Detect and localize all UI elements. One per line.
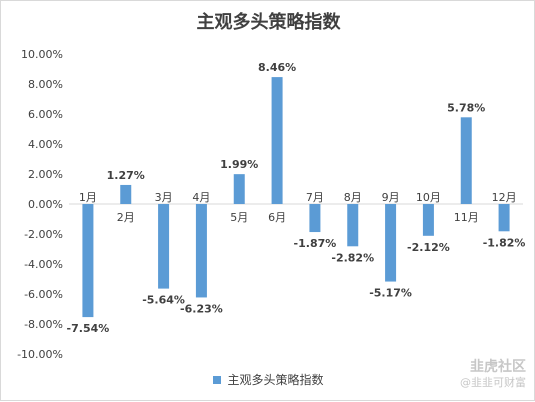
data-label: 1.27% — [107, 169, 145, 182]
x-tick-label: 6月 — [268, 211, 286, 224]
bar — [82, 204, 94, 318]
data-label: -2.12% — [407, 241, 450, 254]
y-tick-label: 0.00% — [28, 198, 63, 211]
y-tick-label: -8.00% — [24, 318, 63, 331]
x-tick-label: 9月 — [382, 191, 400, 204]
y-tick-label: 2.00% — [28, 168, 63, 181]
x-tick-label: 7月 — [306, 191, 324, 204]
bar — [422, 204, 434, 236]
watermark-logo-text: 韭虎社区 — [470, 359, 526, 375]
y-tick-label: 10.00% — [21, 48, 63, 61]
y-tick-label: 6.00% — [28, 108, 63, 121]
bar — [347, 204, 359, 247]
data-label: -1.82% — [483, 236, 526, 249]
x-tick-label: 8月 — [344, 191, 362, 204]
x-tick-label: 3月 — [155, 191, 173, 204]
data-label: -6.23% — [180, 302, 223, 315]
data-label: -2.82% — [331, 251, 374, 264]
watermark: 韭虎社区 @韭韭可财富 — [442, 359, 526, 395]
y-tick-label: -4.00% — [24, 258, 63, 271]
bar — [309, 204, 321, 233]
data-label: -1.87% — [294, 237, 337, 250]
watermark-handle: @韭韭可财富 — [460, 376, 526, 389]
bar — [158, 204, 170, 289]
bar — [195, 204, 207, 298]
chart-title: 主观多头策略指数 — [196, 12, 341, 33]
x-tick-label: 1月 — [79, 191, 97, 204]
bar — [460, 117, 472, 204]
x-tick-label: 12月 — [492, 191, 517, 204]
x-tick-label: 10月 — [416, 191, 441, 204]
legend: 主观多头策略指数 — [1, 371, 535, 388]
y-tick-label: -6.00% — [24, 288, 63, 301]
y-tick-label: -10.00% — [17, 348, 63, 361]
y-axis: 10.00% 8.00% 6.00% 4.00% 2.00% 0.00% -2.00% -4.… — [17, 48, 523, 361]
data-label: -7.54% — [67, 322, 110, 335]
data-label: -5.64% — [142, 294, 185, 307]
data-label: 1.99% — [220, 158, 258, 171]
data-label: -5.17% — [369, 287, 412, 300]
bar — [120, 184, 132, 204]
bar — [498, 204, 510, 232]
y-tick-label: 8.00% — [28, 78, 63, 91]
bar — [385, 204, 397, 282]
bar — [271, 77, 283, 204]
data-label: 5.78% — [447, 101, 485, 114]
bar — [233, 174, 245, 204]
x-tick-label: 11月 — [454, 211, 479, 224]
bars — [82, 77, 510, 318]
data-label: 8.46% — [258, 61, 296, 74]
y-tick-label: 4.00% — [28, 138, 63, 151]
x-tick-label: 4月 — [192, 191, 210, 204]
legend-label: 主观多头策略指数 — [227, 373, 324, 387]
x-tick-label: 5月 — [230, 211, 248, 224]
y-tick-label: -2.00% — [24, 228, 63, 241]
data-labels: 1月 -7.54% 2月 1.27% 3月 -5.64% 4月 -6.23% 5月 1.99% 6月… — [67, 61, 526, 335]
legend-swatch — [213, 375, 222, 384]
x-tick-label: 2月 — [117, 211, 135, 224]
